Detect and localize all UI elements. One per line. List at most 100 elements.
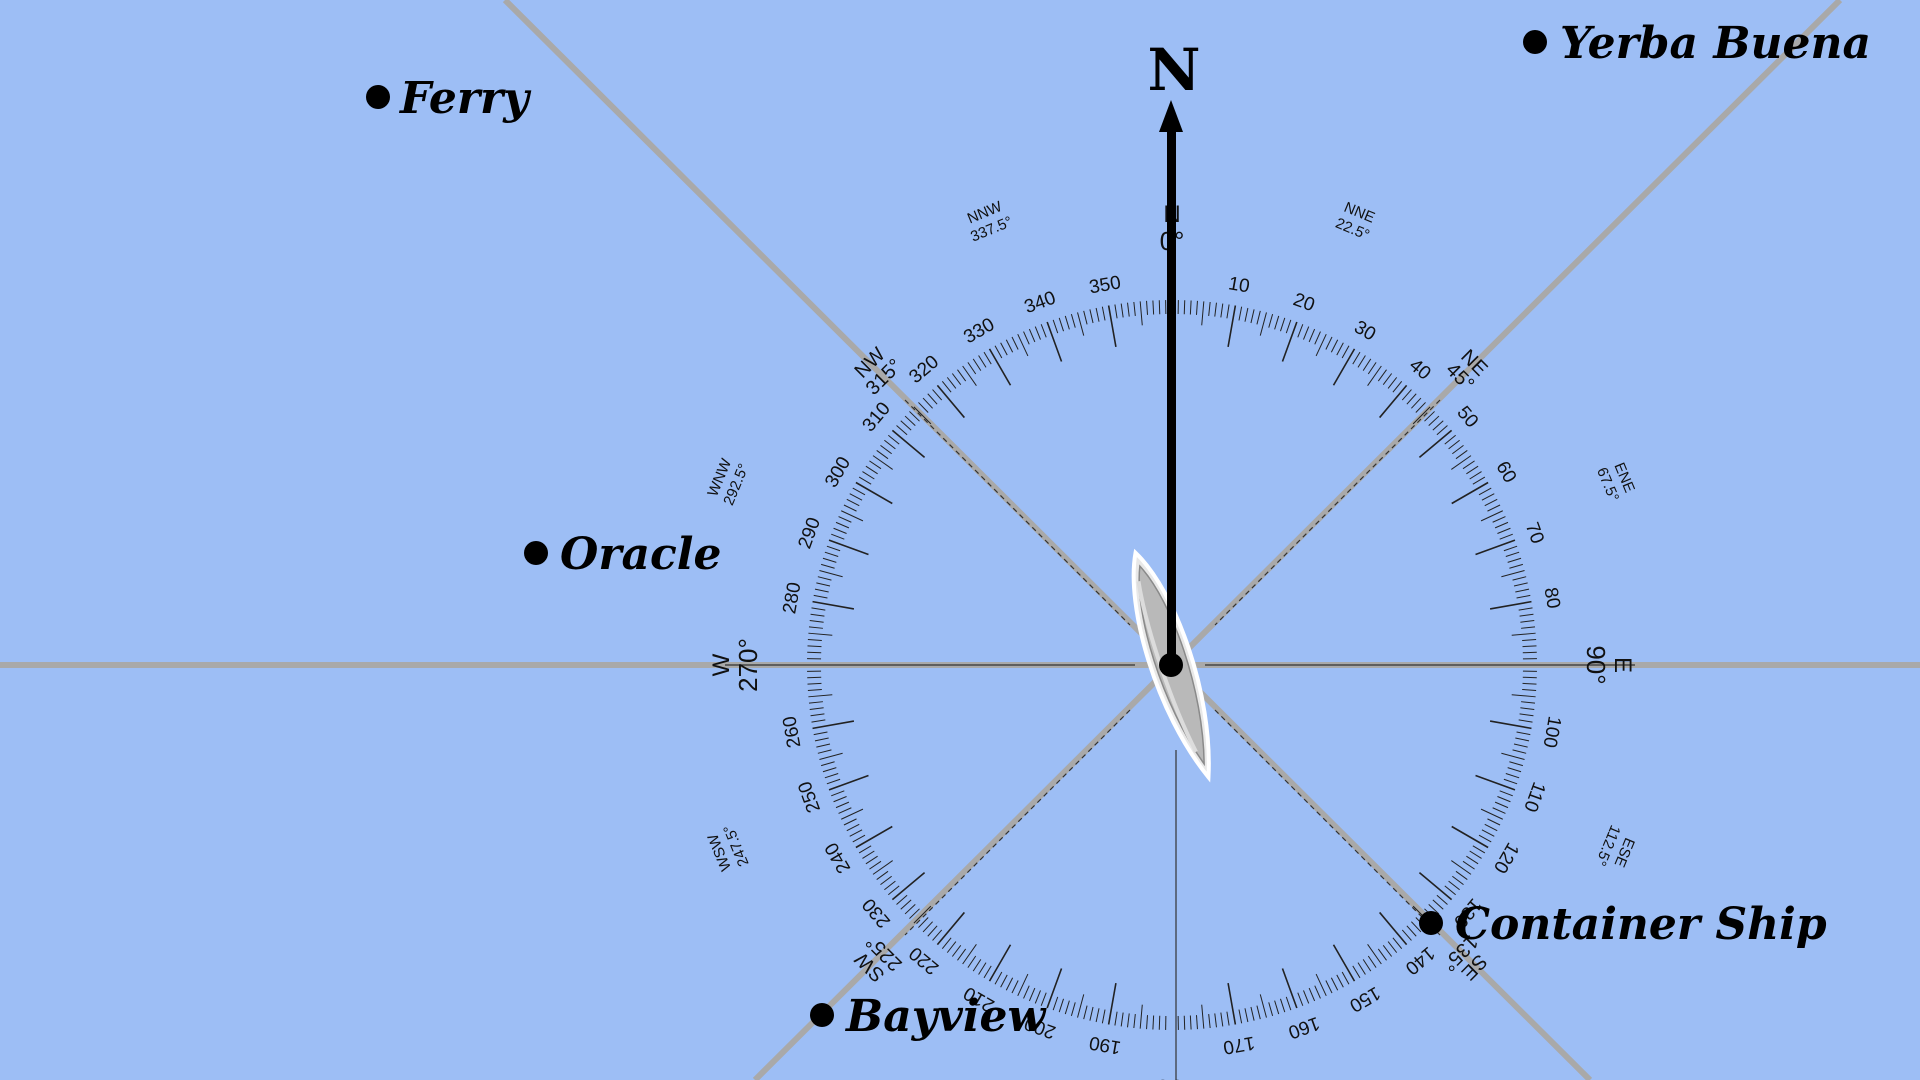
- compass-tick: [1452, 875, 1464, 886]
- compass-tick: [1444, 885, 1456, 896]
- compass-tick: [1259, 312, 1267, 336]
- compass-tick: [1297, 992, 1304, 1006]
- compass-tick: [1341, 345, 1350, 359]
- compass-tick: [855, 825, 893, 849]
- compass-tick: [808, 694, 833, 698]
- compass-tick: [865, 855, 878, 865]
- compass-tick: [1357, 962, 1366, 975]
- compass-tick: [1487, 818, 1501, 826]
- compass-tick: [1352, 351, 1361, 365]
- compass-tick: [1379, 384, 1408, 419]
- needle-pivot: [1159, 653, 1183, 677]
- degree-label: 40: [1405, 355, 1435, 385]
- compass-tick: [876, 450, 889, 460]
- compass-ticks: [807, 300, 1537, 1030]
- compass-tick: [1214, 1013, 1217, 1028]
- compass-tick: [1489, 600, 1532, 610]
- compass-tick: [1303, 326, 1310, 340]
- compass-tick: [843, 818, 857, 826]
- compass-tick: [936, 384, 965, 419]
- compass-tick: [1083, 1005, 1088, 1020]
- compass-tick: [1521, 701, 1536, 704]
- compass-tick: [1285, 319, 1292, 334]
- compass-tick: [1220, 303, 1224, 318]
- direction-name: E: [1609, 657, 1636, 673]
- compass-tick: [1515, 737, 1530, 742]
- compass-tick: [821, 761, 835, 767]
- compass-tick: [1195, 1015, 1198, 1030]
- compass-tick: [1436, 894, 1448, 905]
- landmark-oracle[interactable]: Oracle: [524, 529, 722, 580]
- compass-tick: [816, 743, 831, 748]
- compass-tick: [1518, 719, 1533, 723]
- landmark-bayview[interactable]: Bayview: [810, 991, 1048, 1042]
- compass-tick: [1519, 613, 1534, 617]
- compass-tick: [807, 645, 822, 648]
- degree-label: 290: [794, 515, 825, 552]
- degree-label: 280: [779, 581, 805, 616]
- compass-tick: [1521, 626, 1536, 629]
- compass-tick: [1507, 557, 1522, 563]
- landmark-dot: [1523, 30, 1547, 54]
- compass-tick: [922, 921, 933, 933]
- compass-tick: [869, 860, 882, 870]
- degree-label: 170: [1222, 1032, 1257, 1058]
- compass-tick: [1052, 319, 1059, 334]
- compass-tick: [828, 774, 869, 791]
- compass-tick: [1512, 749, 1527, 754]
- compass-tick: [1401, 389, 1412, 401]
- compass-tick: [1494, 801, 1509, 809]
- bearing-line-ne-sw: [752, 0, 1843, 1080]
- compass-tick: [927, 925, 938, 937]
- compass-tick: [1011, 980, 1019, 994]
- compass-tick: [1411, 921, 1422, 933]
- compass-tick: [1127, 1013, 1130, 1028]
- compass-tick: [1382, 945, 1393, 957]
- compass-tick: [1478, 834, 1492, 843]
- compass-tick: [909, 908, 920, 919]
- compass-tick: [808, 626, 823, 629]
- compass-tick: [972, 358, 982, 371]
- compass-tick: [1040, 324, 1047, 338]
- compass-tick: [884, 439, 896, 450]
- compass-tick: [1472, 845, 1486, 854]
- needle-shaft: [1167, 128, 1176, 665]
- compass-tick: [1412, 406, 1431, 425]
- compass-tick: [840, 510, 864, 522]
- compass-tick: [1406, 393, 1417, 405]
- compass-tick: [1244, 1008, 1249, 1023]
- landmark-dot: [366, 85, 390, 109]
- compass-tick: [967, 955, 977, 968]
- compass-tick: [884, 880, 896, 891]
- compass-tick: [941, 381, 952, 393]
- compass-tick: [1455, 450, 1468, 460]
- compass-tick: [1011, 336, 1019, 350]
- compass-tick: [1308, 987, 1316, 1002]
- compass-tick: [1448, 439, 1460, 450]
- compass-tick: [1497, 796, 1511, 803]
- landmark-yerba-buena[interactable]: Yerba Buena: [1523, 18, 1871, 69]
- compass-tick: [888, 885, 900, 896]
- compass-tick: [1387, 941, 1398, 953]
- compass-tick: [1362, 358, 1372, 371]
- compass-tick: [1058, 317, 1065, 332]
- compass-tick: [1494, 521, 1509, 529]
- compass-tick: [1325, 336, 1333, 350]
- landmark-container-ship[interactable]: Container Ship: [1419, 899, 1827, 950]
- compass-tick: [1520, 707, 1535, 710]
- compass-tick: [1516, 731, 1531, 736]
- compass-tick: [891, 429, 926, 458]
- compass-tick: [1382, 373, 1393, 385]
- compass-tick: [869, 460, 882, 470]
- compass-tick: [1392, 937, 1403, 949]
- degree-label: 300: [821, 453, 855, 491]
- landmark-ferry[interactable]: Ferry: [366, 73, 532, 124]
- compass-tick: [1406, 925, 1417, 937]
- compass-tick: [967, 362, 977, 375]
- degree-label: 10: [1227, 273, 1251, 297]
- compass-tick: [849, 493, 863, 501]
- degree-label: 120: [1489, 839, 1523, 877]
